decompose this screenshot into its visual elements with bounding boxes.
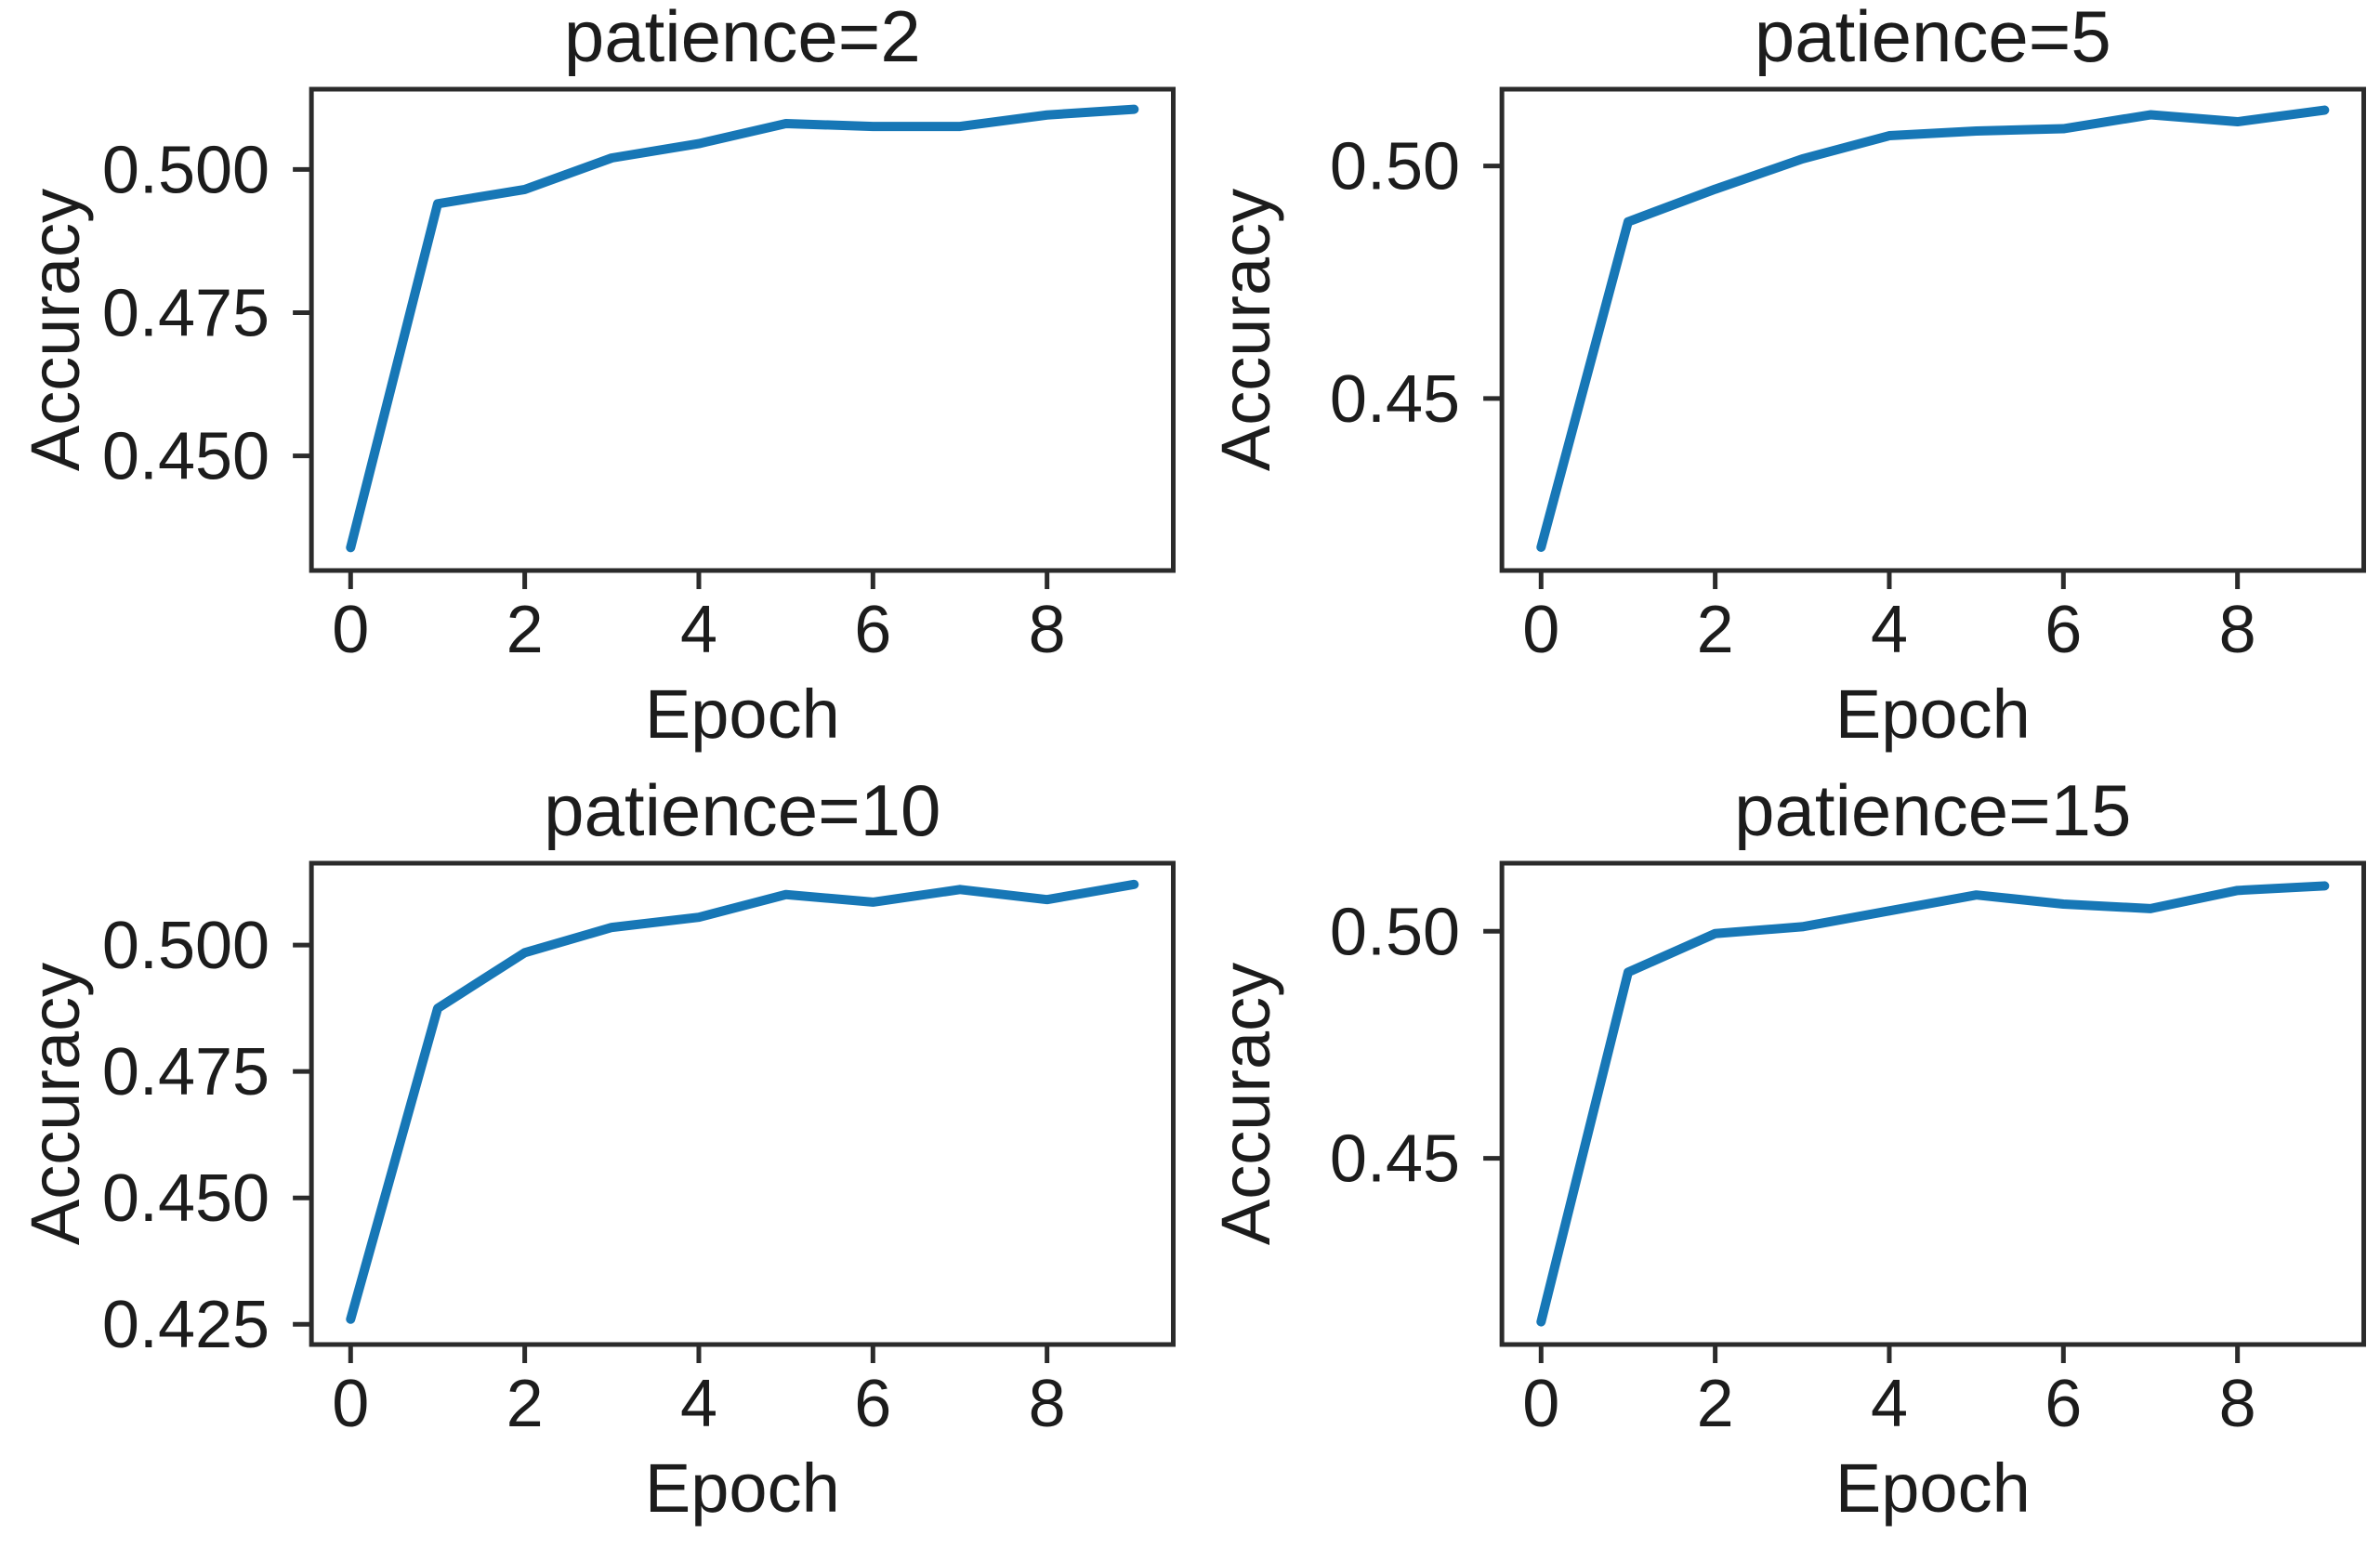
- accuracy-series-line: [1535, 881, 2329, 1327]
- y-tick-label: 0.475: [102, 277, 270, 351]
- y-tick-label: 0.500: [102, 133, 270, 207]
- x-tick-label: 2: [506, 1367, 544, 1441]
- accuracy-series-line: [346, 879, 1139, 1324]
- x-tick-label: 6: [2045, 1367, 2082, 1441]
- subplot-bottom-left: 0 2 4 6 8 0.425 0.450 0.475 0.500 patience=10 Epoc…: [0, 774, 1190, 1548]
- subplot-top-right: 0 2 4 6 8 0.45 0.50 patience=5 Epoch Accuracy: [1190, 0, 2380, 774]
- x-tick-label: 4: [1870, 593, 1907, 667]
- x-tick-label: 4: [680, 1367, 717, 1441]
- x-tick-label: 0: [332, 593, 369, 667]
- x-tick-label: 6: [854, 1367, 891, 1441]
- y-tick-label: 0.45: [1329, 362, 1459, 437]
- line-chart-patience=10: 0 2 4 6 8 0.425 0.450 0.475 0.500 patience=10 Epoc…: [17, 774, 1176, 1527]
- x-tick-label: 0: [1522, 1367, 1559, 1441]
- x-tick-label: 2: [1696, 1367, 1733, 1441]
- x-tick-label: 6: [854, 593, 891, 667]
- chart-title: patience=15: [1734, 774, 2131, 851]
- x-axis-label: Epoch: [1834, 1450, 2030, 1527]
- line-chart-patience=5: 0 2 4 6 8 0.45 0.50 patience=5 Epoch Accuracy: [1207, 0, 2366, 753]
- accuracy-series-line: [1535, 105, 2329, 552]
- accuracy-series-line: [346, 104, 1139, 553]
- subplot-bottom-right: 0 2 4 6 8 0.45 0.50 patience=15 Epoch Accuracy: [1190, 774, 2380, 1548]
- y-axis-label: Accuracy: [17, 963, 94, 1245]
- line-chart-patience=15: 0 2 4 6 8 0.45 0.50 patience=15 Epoch Accuracy: [1207, 774, 2366, 1527]
- x-tick-label: 2: [506, 593, 544, 667]
- y-tick-label: 0.450: [102, 420, 270, 494]
- chart-title: patience=2: [564, 0, 921, 77]
- x-axis-label: Epoch: [1834, 676, 2030, 753]
- x-tick-label: 2: [1696, 593, 1733, 667]
- plot-area: [1499, 860, 2366, 1347]
- plot-area: [1499, 86, 2366, 573]
- y-tick-label: 0.45: [1329, 1122, 1459, 1197]
- x-tick-label: 8: [1029, 1367, 1066, 1441]
- y-axis-label: Accuracy: [1207, 189, 1284, 471]
- y-tick-label: 0.475: [102, 1035, 270, 1109]
- y-axis-label: Accuracy: [17, 189, 94, 471]
- chart-title: patience=5: [1754, 0, 2110, 77]
- y-tick-label: 0.50: [1329, 895, 1459, 969]
- plot-area: [309, 86, 1176, 573]
- y-axis-label: Accuracy: [1207, 963, 1284, 1245]
- x-tick-label: 8: [2218, 593, 2255, 667]
- line-chart-patience=2: 0 2 4 6 8 0.450 0.475 0.500 patience=2 Epoch Accur…: [17, 0, 1176, 753]
- y-tick-label: 0.425: [102, 1288, 270, 1362]
- y-tick-label: 0.50: [1329, 130, 1459, 204]
- plot-area: [309, 860, 1176, 1347]
- x-tick-label: 0: [332, 1367, 369, 1441]
- x-tick-label: 4: [680, 593, 717, 667]
- x-tick-label: 8: [1029, 593, 1066, 667]
- subplot-top-left: 0 2 4 6 8 0.450 0.475 0.500 patience=2 Epoch Accur…: [0, 0, 1190, 774]
- chart-title: patience=10: [544, 774, 940, 851]
- x-tick-label: 4: [1870, 1367, 1907, 1441]
- x-axis-label: Epoch: [645, 1450, 840, 1527]
- x-tick-label: 0: [1522, 593, 1559, 667]
- y-tick-label: 0.450: [102, 1161, 270, 1236]
- y-tick-label: 0.500: [102, 909, 270, 983]
- x-tick-label: 6: [2045, 593, 2082, 667]
- x-axis-label: Epoch: [645, 676, 840, 753]
- x-tick-label: 8: [2218, 1367, 2255, 1441]
